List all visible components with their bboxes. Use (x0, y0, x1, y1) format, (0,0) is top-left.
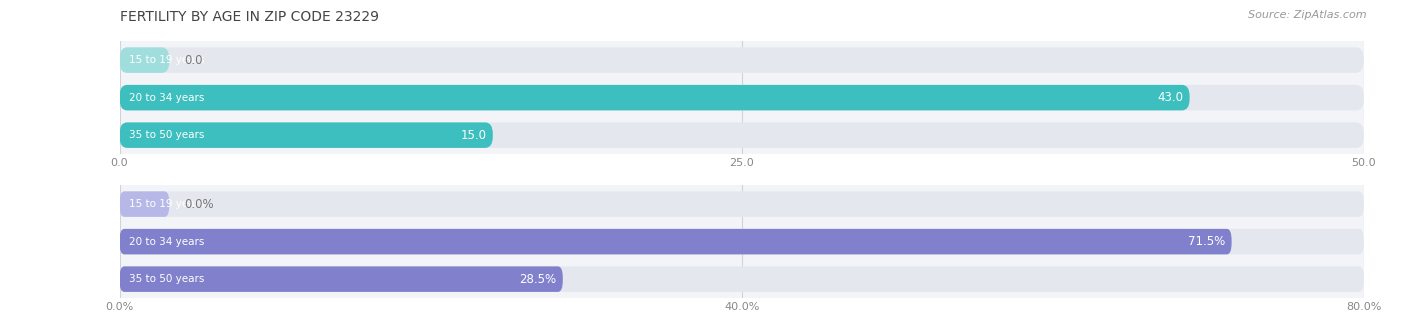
FancyBboxPatch shape (120, 85, 1189, 111)
FancyBboxPatch shape (120, 47, 1364, 73)
Text: 15.0: 15.0 (461, 129, 486, 142)
FancyBboxPatch shape (120, 191, 1364, 217)
FancyBboxPatch shape (120, 122, 1364, 148)
FancyBboxPatch shape (120, 266, 1364, 292)
FancyBboxPatch shape (120, 47, 169, 73)
Text: 28.5%: 28.5% (519, 273, 557, 286)
Text: Source: ZipAtlas.com: Source: ZipAtlas.com (1249, 10, 1367, 20)
Text: 0.0: 0.0 (184, 54, 202, 67)
Text: 15 to 19 years: 15 to 19 years (129, 55, 205, 65)
Text: FERTILITY BY AGE IN ZIP CODE 23229: FERTILITY BY AGE IN ZIP CODE 23229 (120, 10, 378, 24)
FancyBboxPatch shape (120, 85, 1364, 111)
Text: 43.0: 43.0 (1157, 91, 1184, 104)
FancyBboxPatch shape (120, 229, 1364, 255)
Text: 35 to 50 years: 35 to 50 years (129, 274, 205, 284)
FancyBboxPatch shape (120, 229, 1232, 255)
FancyBboxPatch shape (120, 191, 169, 217)
Text: 35 to 50 years: 35 to 50 years (129, 130, 205, 140)
Text: 0.0%: 0.0% (184, 198, 214, 211)
FancyBboxPatch shape (120, 122, 494, 148)
Text: 20 to 34 years: 20 to 34 years (129, 237, 205, 247)
Text: 71.5%: 71.5% (1188, 235, 1226, 248)
FancyBboxPatch shape (120, 266, 562, 292)
Text: 15 to 19 years: 15 to 19 years (129, 199, 205, 209)
Text: 20 to 34 years: 20 to 34 years (129, 93, 205, 103)
